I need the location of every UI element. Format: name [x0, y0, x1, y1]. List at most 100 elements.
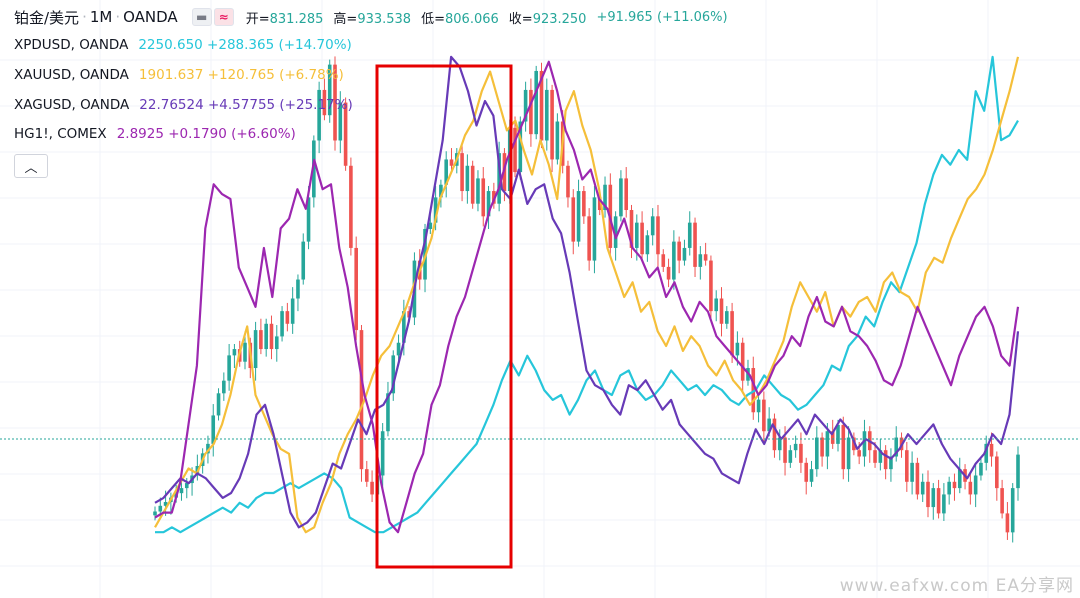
candle-body	[725, 311, 729, 324]
legend-xagusd[interactable]: XAGUSD, OANDA 22.76524 +4.57755 (+25.17%)	[14, 97, 353, 113]
legend-value: 22.76524	[139, 97, 204, 113]
candle-body	[793, 443, 798, 451]
candle-body	[915, 462, 920, 495]
candle-body	[910, 462, 914, 482]
candle-body	[555, 121, 560, 160]
candle-body	[481, 178, 486, 217]
candle-body	[518, 121, 523, 173]
candle-body	[396, 342, 401, 356]
candle-body	[306, 197, 311, 242]
legend-change: +4.57755 (+25.17%)	[207, 97, 353, 113]
legend-xauusd[interactable]: XAUUSD, OANDA 1901.637 +120.765 (+6.78%)	[14, 67, 344, 83]
legend-name: XPDUSD, OANDA	[14, 37, 129, 53]
candle-body	[920, 481, 925, 495]
ohlc-open: 开=831.285	[245, 11, 324, 27]
candle-body	[216, 393, 221, 416]
candle-body	[550, 89, 554, 160]
candle-body	[232, 349, 237, 356]
candle-body	[613, 216, 618, 248]
candle-body	[333, 64, 337, 141]
candle-body	[243, 342, 247, 362]
candle-body	[327, 64, 332, 116]
candle-body	[603, 184, 607, 211]
candle-body	[253, 330, 258, 369]
candle-body	[460, 153, 464, 192]
candle-body	[386, 393, 390, 432]
candle-body	[470, 165, 475, 204]
candle-body	[566, 165, 570, 198]
chart-header: 铂金/美元 · 1M · OANDA ▬ ≈ 开=831.285 高=933.5…	[14, 6, 738, 28]
candle-body	[942, 494, 946, 514]
candle-body	[354, 247, 358, 331]
candle-body	[740, 342, 745, 381]
candle-body	[677, 241, 681, 261]
candle-body	[619, 178, 623, 217]
legend-hg1[interactable]: HG1!, COMEX 2.8925 +0.1790 (+6.60%)	[14, 126, 296, 142]
candle-body	[285, 311, 290, 324]
candle-body	[751, 368, 756, 413]
candle-body	[995, 456, 999, 489]
legend-change: +0.1790 (+6.60%)	[168, 126, 296, 142]
candle-body	[772, 418, 777, 451]
collapse-legend-button[interactable]: ︿	[14, 154, 48, 178]
candle-body	[322, 89, 327, 116]
candle-body	[1010, 488, 1015, 533]
candle-body	[777, 437, 782, 451]
candle-body	[259, 330, 263, 350]
candle-body	[274, 336, 279, 350]
candle-body	[343, 102, 348, 166]
candle-body	[709, 260, 713, 312]
interval-label[interactable]: 1M	[89, 8, 113, 26]
candle-body	[312, 140, 316, 198]
candle-body	[158, 505, 163, 512]
series-line-xpdusd	[155, 55, 1019, 534]
candle-body	[163, 502, 168, 506]
candle-body	[380, 431, 385, 476]
wave-icon[interactable]: ≈	[213, 8, 234, 26]
candle-body	[280, 311, 284, 337]
candle-body	[815, 437, 819, 470]
candle-body	[264, 323, 268, 350]
candle-body	[703, 254, 708, 261]
candle-body	[989, 443, 994, 457]
platinum-candles	[153, 56, 1020, 543]
candle-body	[735, 342, 740, 356]
candle-body	[359, 330, 364, 470]
candle-body	[804, 462, 809, 482]
candle-body	[809, 469, 814, 482]
candle-body	[222, 380, 226, 394]
candle-body	[439, 184, 443, 198]
candle-body	[693, 222, 697, 267]
minimize-icon[interactable]: ▬	[191, 8, 212, 26]
candle-body	[153, 511, 157, 516]
candle-body	[682, 247, 687, 261]
candle-body	[211, 415, 216, 444]
candle-body	[629, 210, 634, 248]
candle-body	[767, 418, 771, 432]
overlay-series-lines	[154, 55, 1020, 534]
candle-body	[269, 323, 274, 350]
candle-body	[650, 216, 655, 236]
legend-change: +288.365 (+14.70%)	[207, 37, 352, 53]
symbol-name[interactable]: 铂金/美元	[14, 8, 80, 27]
legend-xpdusd[interactable]: XPDUSD, OANDA 2250.650 +288.365 (+14.70%)	[14, 37, 352, 53]
candle-body	[497, 153, 501, 204]
legend-value: 2.8925	[116, 126, 164, 142]
candle-body	[364, 469, 369, 482]
ohlc-low: 低=806.066	[421, 11, 499, 27]
legend-value: 2250.650	[138, 37, 203, 53]
candle-body	[894, 437, 899, 457]
candle-body	[883, 450, 888, 470]
series-line-xagusd	[154, 55, 1020, 529]
candle-body	[301, 241, 306, 280]
candle-body	[290, 298, 295, 324]
candle-body	[984, 443, 989, 463]
watermark: www.eafxw.com EA分享网	[839, 576, 1074, 596]
legend-value: 1901.637	[138, 67, 204, 83]
candle-body	[597, 197, 602, 211]
candle-body	[539, 70, 544, 141]
candle-body	[1000, 488, 1004, 514]
candle-body	[936, 488, 941, 514]
